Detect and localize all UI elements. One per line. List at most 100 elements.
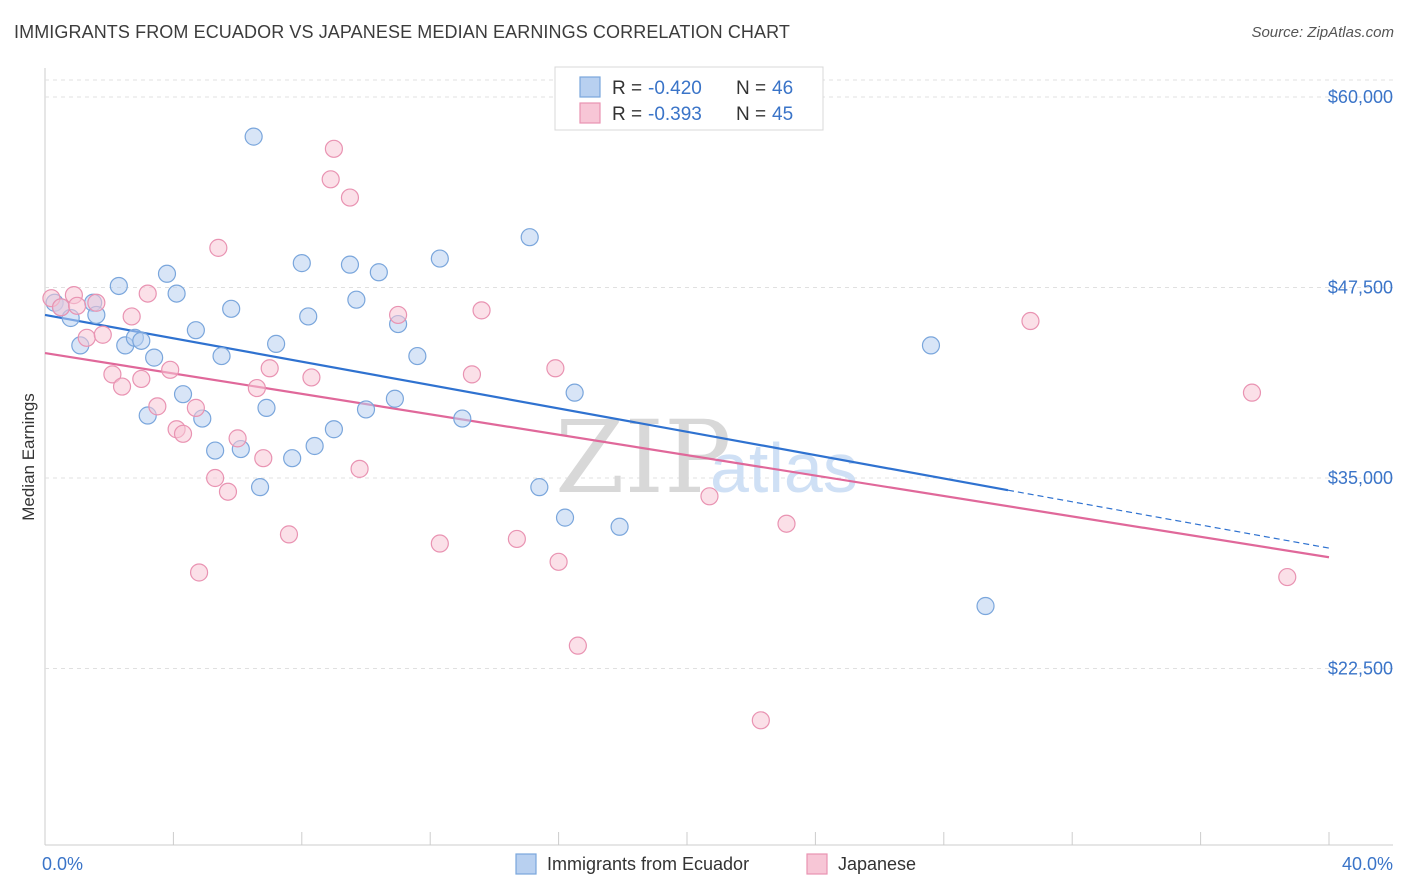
legend-r-label-japanese: R =	[612, 104, 642, 125]
bottom-legend-swatch-ecuador	[515, 853, 537, 875]
data-point-japanese	[507, 529, 526, 549]
trend-line-ecuador-extension	[1007, 489, 1330, 549]
data-point-japanese	[161, 360, 180, 379]
data-point-japanese	[218, 482, 238, 501]
data-point-japanese	[472, 301, 491, 320]
data-point-ecuador	[921, 336, 941, 355]
data-point-ecuador	[145, 348, 164, 367]
data-point-japanese	[350, 459, 369, 478]
data-point-japanese	[546, 359, 565, 378]
data-point-ecuador	[292, 254, 311, 273]
watermark-atlas: atlas	[710, 429, 858, 507]
data-point-japanese	[51, 298, 71, 317]
data-point-ecuador	[356, 400, 376, 419]
data-point-ecuador	[250, 478, 270, 497]
data-point-ecuador	[305, 436, 324, 456]
chart-title: IMMIGRANTS FROM ECUADOR VS JAPANESE MEDI…	[14, 22, 790, 42]
data-point-ecuador	[244, 127, 263, 146]
legend-r-label-ecuador: R =	[612, 78, 642, 99]
data-point-ecuador	[340, 255, 360, 274]
data-point-japanese	[777, 514, 796, 533]
data-point-ecuador	[520, 228, 539, 247]
data-point-japanese	[132, 369, 151, 389]
data-point-ecuador	[299, 307, 318, 326]
data-point-ecuador	[347, 290, 366, 309]
data-point-ecuador	[610, 517, 629, 536]
data-point-ecuador	[555, 508, 575, 527]
data-point-ecuador	[173, 385, 193, 404]
data-point-ecuador	[369, 263, 388, 282]
data-point-ecuador	[530, 478, 549, 497]
data-point-japanese	[173, 424, 193, 443]
y-tick-label: $22,500	[1328, 659, 1393, 679]
trend-line-ecuador	[44, 313, 1009, 492]
data-point-ecuador	[222, 299, 241, 318]
data-point-japanese	[751, 711, 770, 730]
legend-r-value-ecuador: -0.420	[648, 78, 702, 99]
data-point-japanese	[209, 238, 228, 257]
legend-n-label-ecuador: N =	[736, 78, 766, 99]
data-point-ecuador	[408, 346, 427, 366]
data-point-japanese	[324, 139, 343, 158]
y-axis-label: Median Earnings	[19, 393, 38, 521]
data-point-japanese	[260, 359, 279, 378]
data-point-ecuador	[430, 249, 449, 268]
data-point-japanese	[389, 305, 408, 325]
gridlines	[45, 79, 1393, 669]
bottom-legend-label-japanese: Japanese	[838, 854, 916, 874]
data-point-japanese	[138, 284, 157, 303]
series-japanese-points	[42, 139, 1297, 730]
data-point-japanese	[1278, 567, 1297, 587]
y-tick-label: $47,500	[1328, 278, 1393, 298]
data-point-ecuador	[324, 420, 343, 439]
data-point-ecuador	[565, 383, 584, 402]
series-legend: Immigrants from Ecuador Japanese	[515, 853, 916, 875]
data-point-japanese	[700, 487, 719, 506]
chart-source: Source: ZipAtlas.com	[1251, 24, 1394, 41]
data-point-japanese	[186, 398, 205, 417]
data-point-japanese	[1242, 383, 1262, 402]
y-tick-label: $35,000	[1328, 468, 1393, 488]
data-point-japanese	[103, 365, 122, 384]
data-point-ecuador	[132, 331, 151, 350]
legend-r-value-japanese: -0.393	[648, 104, 702, 125]
data-point-japanese	[87, 293, 106, 312]
data-point-japanese	[112, 377, 132, 396]
data-point-japanese	[206, 468, 225, 488]
y-tick-labels: $22,500 $35,000 $47,500 $60,000	[1328, 87, 1393, 679]
data-point-japanese	[279, 525, 299, 544]
legend-n-value-ecuador: 46	[772, 78, 793, 99]
data-point-japanese	[462, 365, 482, 384]
data-point-japanese	[254, 449, 273, 468]
data-point-japanese	[430, 534, 449, 553]
legend-swatch-japanese	[579, 102, 601, 124]
data-point-ecuador	[206, 441, 225, 460]
legend-swatch-ecuador	[579, 76, 601, 98]
data-point-ecuador	[212, 346, 231, 366]
data-point-ecuador	[283, 449, 302, 468]
data-point-japanese	[77, 328, 96, 347]
data-point-ecuador	[267, 334, 286, 353]
data-point-ecuador	[385, 389, 404, 408]
data-point-japanese	[148, 397, 167, 416]
data-point-japanese	[189, 563, 209, 582]
x-axis-ticks	[44, 832, 1330, 845]
data-point-ecuador	[257, 398, 276, 417]
data-point-japanese	[228, 429, 247, 448]
x-tick-label-min: 0.0%	[42, 854, 83, 874]
bottom-legend-label-ecuador: Immigrants from Ecuador	[547, 854, 749, 874]
data-point-ecuador	[167, 284, 186, 303]
data-point-japanese	[549, 552, 568, 571]
data-point-japanese	[67, 296, 87, 315]
bottom-legend-swatch-japanese	[806, 853, 828, 875]
data-point-japanese	[93, 325, 112, 344]
y-tick-label: $60,000	[1328, 87, 1393, 107]
data-point-japanese	[568, 636, 587, 655]
data-point-ecuador	[976, 596, 995, 616]
data-point-japanese	[340, 188, 360, 207]
data-point-japanese	[247, 378, 266, 398]
x-tick-label-max: 40.0%	[1342, 854, 1393, 874]
data-point-japanese	[321, 170, 340, 189]
data-point-japanese	[1021, 311, 1040, 331]
